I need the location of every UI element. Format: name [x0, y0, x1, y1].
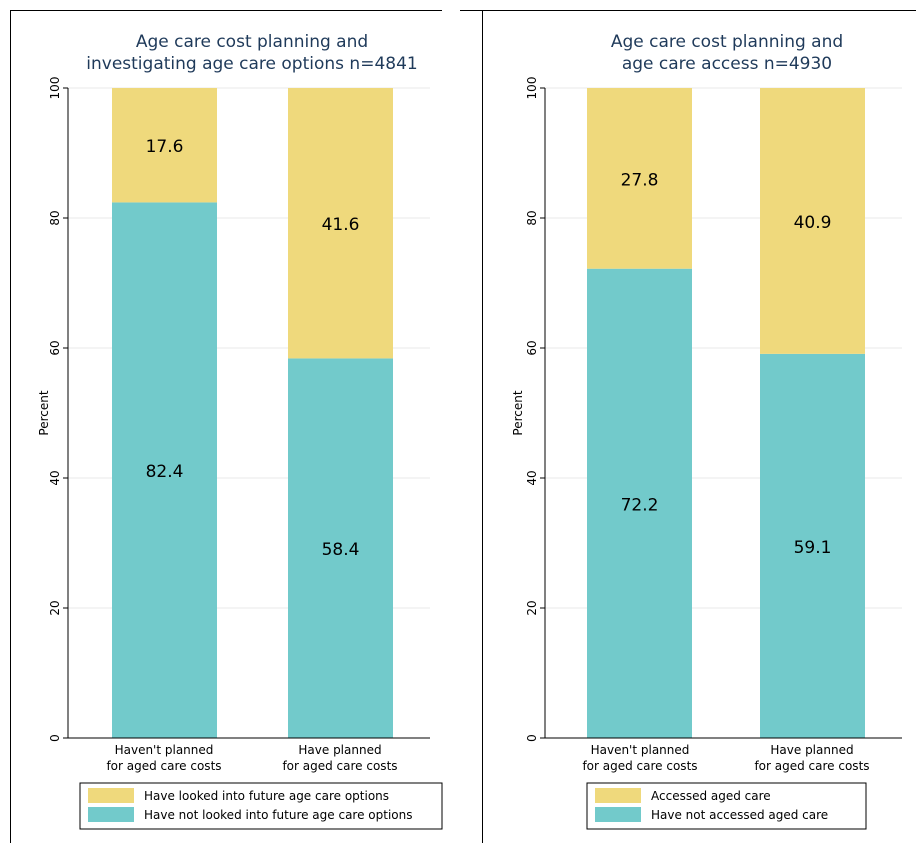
y-axis-title-1: Percent	[511, 390, 525, 435]
x-category-label-1-1-1: for aged care costs	[754, 759, 869, 773]
y-axis-title-0: Percent	[37, 390, 51, 435]
bar-1-1-0	[587, 88, 692, 269]
bar-0-1-1	[288, 88, 393, 359]
bar-label-0-1-1: 41.6	[322, 215, 360, 235]
y-tick-label-0-5: 100	[48, 77, 62, 100]
y-tick-label-1-5: 100	[525, 77, 539, 100]
legend-swatch-0-1	[88, 788, 134, 803]
bar-label-1-0-0: 72.2	[621, 495, 659, 515]
bar-label-0-0-0: 82.4	[146, 462, 184, 482]
legend-swatch-1-0	[595, 807, 641, 822]
top-rule-right	[492, 10, 916, 11]
chart-title-line-1-0: Age care cost planning and	[611, 32, 843, 52]
bar-0-0-1	[288, 358, 393, 738]
chart-title-line-0-1: investigating age care options n=4841	[86, 54, 417, 74]
chart-title-line-0-0: Age care cost planning and	[136, 32, 368, 52]
bar-0-1-0	[112, 88, 217, 203]
y-tick-label-1-4: 80	[525, 210, 539, 225]
legend-label-0-1: Have looked into future age care options	[144, 789, 389, 803]
bar-label-0-1-0: 17.6	[146, 137, 184, 157]
legend-label-1-0: Have not accessed aged care	[651, 808, 828, 822]
y-tick-label-0-4: 80	[48, 210, 62, 225]
bar-label-1-1-1: 40.9	[794, 213, 832, 233]
y-tick-label-0-0: 0	[48, 734, 62, 742]
bar-label-0-0-1: 58.4	[322, 540, 360, 560]
y-tick-label-0-2: 40	[48, 470, 62, 485]
bar-1-0-1	[760, 353, 865, 738]
x-category-label-0-0-0: Haven't planned	[115, 743, 214, 757]
x-category-label-1-1-0: Have planned	[770, 743, 853, 757]
bar-label-1-0-1: 59.1	[794, 538, 832, 558]
legend-label-1-1: Accessed aged care	[651, 789, 771, 803]
x-category-label-0-0-1: for aged care costs	[106, 759, 221, 773]
top-rule-mid	[460, 10, 492, 11]
legend-label-0-0: Have not looked into future age care opt…	[144, 808, 413, 822]
x-category-label-0-1-0: Have planned	[298, 743, 381, 757]
legend-swatch-1-1	[595, 788, 641, 803]
left-panel-border	[10, 10, 11, 843]
x-category-label-0-1-1: for aged care costs	[282, 759, 397, 773]
top-rule-left	[10, 10, 442, 11]
bar-1-1-1	[760, 88, 865, 354]
y-tick-label-1-3: 60	[525, 340, 539, 355]
legend-swatch-0-0	[88, 807, 134, 822]
y-tick-label-1-0: 0	[525, 734, 539, 742]
chart-title-line-1-1: age care access n=4930	[622, 54, 832, 74]
y-tick-label-0-3: 60	[48, 340, 62, 355]
x-category-label-1-0-0: Haven't planned	[591, 743, 690, 757]
y-tick-label-1-2: 40	[525, 470, 539, 485]
y-tick-label-0-1: 20	[48, 600, 62, 615]
x-category-label-1-0-1: for aged care costs	[582, 759, 697, 773]
panel-divider	[482, 10, 483, 843]
legend-box-0	[79, 782, 443, 830]
bar-1-0-0	[587, 268, 692, 738]
y-tick-label-1-1: 20	[525, 600, 539, 615]
bar-label-1-1-0: 27.8	[621, 170, 659, 190]
bar-0-0-0	[112, 202, 217, 738]
